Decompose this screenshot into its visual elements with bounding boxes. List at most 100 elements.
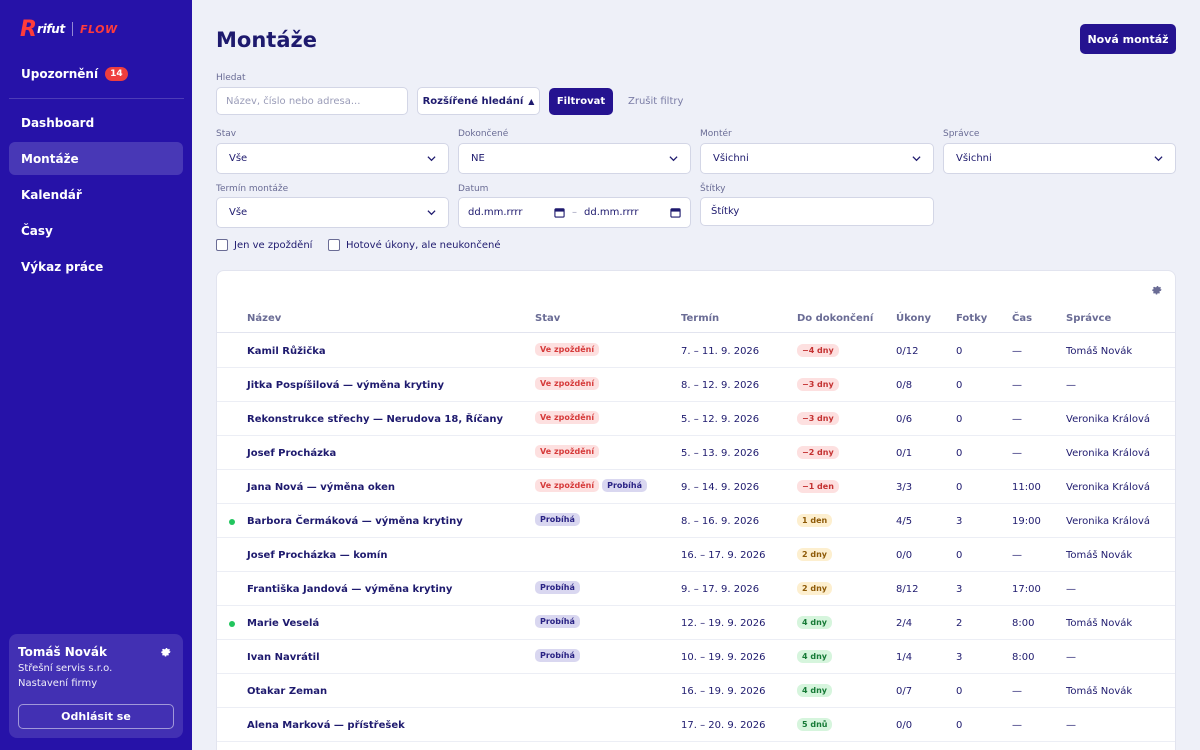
sidebar-item-3[interactable]: Časy (21, 223, 53, 238)
gear-icon[interactable] (160, 646, 172, 658)
table-row[interactable]: Marie Veselá Probíhá 12. – 19. 9. 2026 4 dn… (217, 606, 1175, 640)
term-select[interactable]: Vše (216, 197, 449, 228)
row-status: Ve zpoždění (535, 411, 602, 424)
remaining-badge: 2 dny (797, 582, 832, 595)
table-row[interactable]: Ivan Navrátil Probíhá 10. – 19. 9. 2026 4 d… (217, 640, 1175, 674)
sidebar-item-notifications[interactable]: Upozornění 14 (21, 67, 128, 81)
row-photos: 0 (956, 550, 963, 561)
brand-logo[interactable]: R rifut FLOW (20, 17, 118, 42)
checkbox-box[interactable] (328, 239, 340, 251)
new-installation-button[interactable]: Nová montáž (1080, 24, 1176, 54)
only-late-checkbox[interactable]: Jen ve zpoždění (216, 239, 312, 251)
row-name-link[interactable]: Františka Jandová — výměna krytiny (247, 584, 453, 595)
row-name-link[interactable]: Rekonstrukce střechy — Nerudova 18, Říča… (247, 414, 504, 425)
row-name-link[interactable]: Marie Veselá (247, 618, 320, 629)
completed-select[interactable]: NE (458, 143, 691, 174)
row-time: — (1012, 380, 1022, 391)
row-status: Ve zpoždění Probíhá (535, 479, 650, 492)
column-header-remaining[interactable]: Do dokončení (797, 313, 874, 324)
table-row[interactable]: Rekonstrukce střechy — Nerudova 18, Říča… (217, 402, 1175, 436)
row-name-link[interactable]: Jitka Pospíšilová — výměna krytiny (247, 380, 444, 391)
term-select-value: Vše (229, 207, 248, 218)
date-from-value: dd.mm.rrrr (468, 207, 523, 218)
table-row[interactable]: Barbora Čermáková — výměna krytiny Probíh… (217, 504, 1175, 538)
status-select[interactable]: Vše (216, 143, 449, 174)
column-header-name[interactable]: Název (247, 313, 282, 324)
row-name-link[interactable]: Barbora Čermáková — výměna krytiny (247, 516, 463, 527)
row-status: Probíhá (535, 513, 583, 526)
column-header-term[interactable]: Termín (681, 313, 720, 324)
logo-divider (72, 22, 73, 36)
table-row[interactable]: Otakar Zeman 16. – 19. 9. 2026 4 dny 0/7 0 — T… (217, 674, 1175, 708)
row-photos: 3 (956, 584, 963, 595)
gear-icon[interactable] (1151, 284, 1163, 296)
installer-select-value: Všichni (713, 153, 749, 164)
clear-filters-link[interactable]: Zrušit filtry (628, 96, 684, 107)
row-name-link[interactable]: Josef Procházka — komín (247, 550, 388, 561)
row-status: Probíhá (535, 615, 583, 628)
row-remaining: −3 dny (797, 412, 839, 425)
sidebar-item-0[interactable]: Dashboard (21, 115, 95, 130)
row-term: 16. – 17. 9. 2026 (681, 550, 766, 561)
date-from-input[interactable]: dd.mm.rrrr (468, 207, 565, 218)
row-time: — (1012, 414, 1022, 425)
search-input[interactable] (216, 87, 408, 115)
sidebar-item-4[interactable]: Výkaz práce (21, 259, 104, 274)
row-name-link[interactable]: Otakar Zeman (247, 686, 328, 697)
tags-input[interactable]: Štítky (700, 197, 934, 226)
sidebar-item-2[interactable]: Kalendář (21, 187, 82, 202)
row-term: 5. – 12. 9. 2026 (681, 414, 760, 425)
row-tasks: 8/12 (896, 584, 919, 595)
row-photos: 0 (956, 380, 963, 391)
calendar-icon[interactable] (554, 207, 565, 218)
table-row[interactable]: Josef Procházka — komín 16. – 17. 9. 2026… (217, 538, 1175, 572)
row-time: — (1012, 448, 1022, 459)
sidebar-item-1[interactable]: Montáže (9, 142, 183, 175)
column-header-time[interactable]: Čas (1012, 313, 1033, 324)
notifications-label: Upozornění (21, 67, 99, 81)
row-tasks: 0/8 (896, 380, 913, 391)
installer-select[interactable]: Všichni (700, 143, 934, 174)
date-to-input[interactable]: dd.mm.rrrr (584, 207, 681, 218)
column-header-status[interactable]: Stav (535, 313, 561, 324)
row-name-link[interactable]: Kamil Růžička (247, 346, 326, 357)
sidebar-nav: Dashboard Montáže Kalendář Časy Výkaz práce (9, 106, 183, 286)
user-name: Tomáš Novák (18, 645, 107, 659)
calendar-icon[interactable] (670, 207, 681, 218)
column-header-tasks[interactable]: Úkony (896, 313, 932, 324)
chevron-down-icon (427, 210, 436, 216)
logo-name: rifut (36, 22, 65, 36)
done-tasks-label: Hotové úkony, ale neukončené (346, 239, 501, 251)
only-late-label: Jen ve zpoždění (234, 239, 313, 251)
row-manager: Veronika Králová (1066, 414, 1151, 425)
company-settings-link[interactable]: Nastavení firmy (18, 678, 98, 689)
column-header-manager[interactable]: Správce (1066, 313, 1112, 324)
date-to-value: dd.mm.rrrr (584, 207, 639, 218)
table-row[interactable]: Kamil Růžička Ve zpoždění 7. – 11. 9. 2026… (217, 334, 1175, 368)
row-name-link[interactable]: Ivan Navrátil (247, 652, 320, 663)
table-row[interactable]: Alena Marková — přístřešek 17. – 20. 9. 2… (217, 708, 1175, 742)
filter-button[interactable]: Filtrovat (549, 88, 613, 115)
row-name-link[interactable]: Jana Nová — výměna oken (247, 482, 396, 493)
manager-select[interactable]: Všichni (943, 143, 1176, 174)
remaining-badge: 1 den (797, 514, 833, 527)
advanced-search-button[interactable]: Rozšířené hledání ▲ (417, 87, 540, 115)
table-row[interactable]: Jana Nová — výměna oken Ve zpoždění Probíh… (217, 470, 1175, 504)
row-name-link[interactable]: Josef Procházka (247, 448, 337, 459)
row-remaining: 2 dny (797, 548, 832, 561)
row-remaining: 4 dny (797, 616, 832, 629)
row-photos: 0 (956, 414, 963, 425)
remaining-badge: −4 dny (797, 344, 839, 357)
logout-button[interactable]: Odhlásit se (18, 704, 174, 729)
table-row[interactable]: Josef Procházka Ve zpoždění 5. – 13. 9. 20… (217, 436, 1175, 470)
checkbox-box[interactable] (216, 239, 228, 251)
column-header-photos[interactable]: Fotky (956, 313, 988, 324)
row-photos: 0 (956, 448, 963, 459)
table-row[interactable]: Jitka Pospíšilová — výměna krytiny Ve zpo… (217, 368, 1175, 402)
row-photos: 0 (956, 482, 963, 493)
row-manager: — (1066, 584, 1076, 595)
done-tasks-checkbox[interactable]: Hotové úkony, ale neukončené (328, 239, 501, 251)
table-row[interactable]: Františka Jandová — výměna krytiny Probíh… (217, 572, 1175, 606)
remaining-badge: 4 dny (797, 684, 832, 697)
row-name-link[interactable]: Alena Marková — přístřešek (247, 720, 405, 731)
